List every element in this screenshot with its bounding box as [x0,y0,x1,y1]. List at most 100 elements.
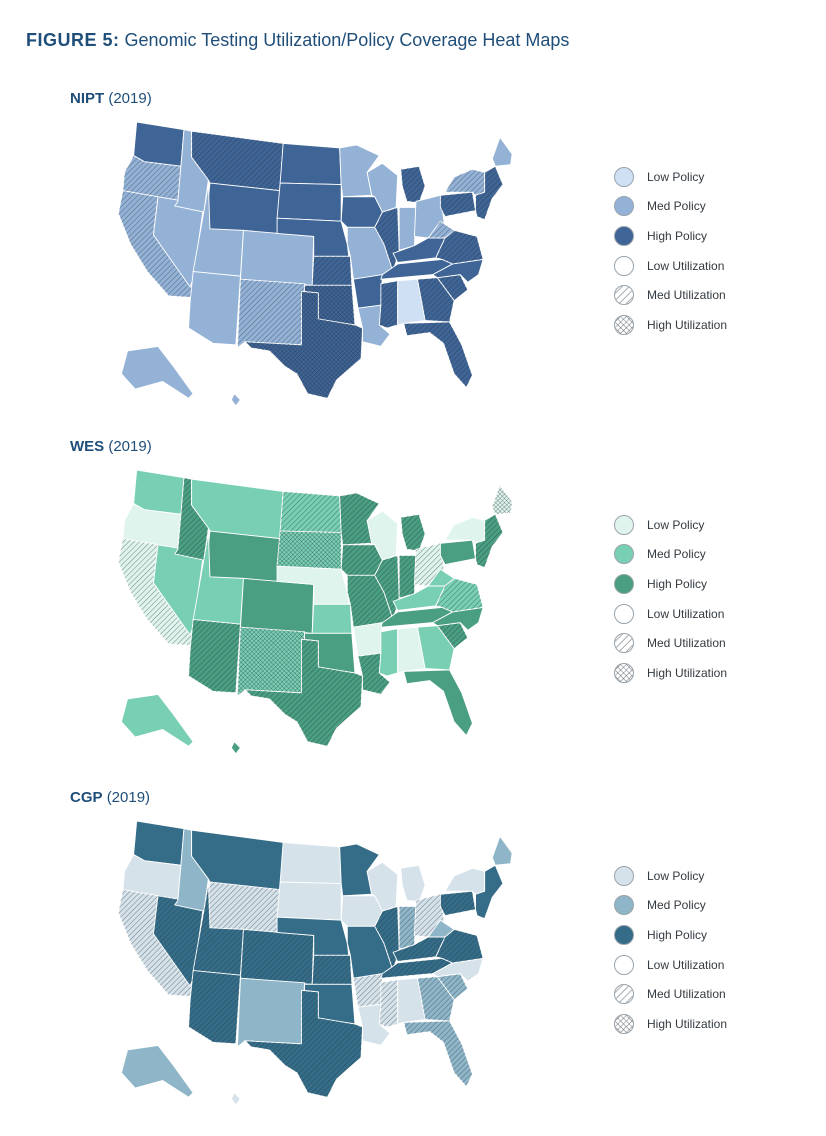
state-utilization-pattern [435,578,484,612]
state-mi[interactable] [400,165,426,204]
state-ny[interactable] [444,516,486,544]
legend-item: Low Utilization [614,599,727,629]
state-sd[interactable] [276,182,342,222]
state-ms[interactable] [378,280,399,329]
state-fl[interactable] [403,669,473,737]
state-or[interactable] [122,154,182,202]
state-al[interactable] [397,278,426,326]
state-utilization-pattern [240,929,314,985]
state-va[interactable] [435,229,484,265]
legend-swatch [614,954,634,975]
state-hi[interactable] [214,381,242,407]
state-hi[interactable] [214,729,242,755]
state-ms[interactable] [378,628,399,677]
legend-swatch [614,514,634,535]
state-utilization-pattern [440,192,476,217]
state-nm[interactable] [236,977,306,1048]
state-fl[interactable] [403,321,473,389]
state-me[interactable] [491,136,513,167]
state-ak[interactable] [120,345,194,399]
state-co[interactable] [239,928,315,985]
state-ks[interactable] [311,954,353,985]
state-ks[interactable] [311,603,353,634]
legend-swatch [614,196,634,217]
state-fl[interactable] [403,1020,473,1088]
state-ia[interactable] [340,544,383,576]
state-fill [311,603,353,634]
legend-item: High Utilization [614,658,727,688]
state-al[interactable] [397,626,426,674]
state-pa[interactable] [439,539,477,566]
state-il[interactable] [374,905,400,973]
state-pa[interactable] [439,890,477,917]
state-in[interactable] [398,906,417,950]
legend-swatch [614,603,634,624]
state-ar[interactable] [352,973,383,1008]
state-utilization-pattern [277,531,342,570]
state-ak[interactable] [120,693,194,747]
state-in[interactable] [398,555,417,599]
state-me[interactable] [491,484,513,515]
legend-swatch [614,225,634,246]
state-co[interactable] [239,229,315,286]
state-va[interactable] [435,577,484,613]
legend-item: Low Utilization [614,950,727,980]
state-nm[interactable] [236,626,306,697]
state-utilization-pattern [118,538,198,646]
legend-item: Med Policy [614,540,727,570]
state-ny[interactable] [444,168,486,196]
state-ar[interactable] [352,274,383,309]
state-wv[interactable] [427,220,455,239]
state-in[interactable] [398,207,417,251]
state-ny[interactable] [444,867,486,895]
state-mi[interactable] [400,513,426,552]
state-wv[interactable] [427,568,455,587]
state-sc[interactable] [436,622,469,650]
state-ne_reg[interactable] [475,513,504,569]
legend-item: Low Policy [614,162,727,192]
state-ms[interactable] [378,979,399,1028]
state-ne_reg[interactable] [475,864,504,920]
state-tx[interactable] [243,638,364,747]
state-az[interactable] [188,271,241,346]
state-co[interactable] [239,577,315,634]
state-ks[interactable] [311,255,353,286]
state-mt[interactable] [191,130,284,192]
state-ia[interactable] [340,895,383,927]
map-title: CGP (2019) [70,789,150,806]
state-il[interactable] [374,554,400,622]
state-me[interactable] [491,835,513,866]
legend-swatch [614,662,634,683]
state-nd[interactable] [279,142,342,186]
state-ne_reg[interactable] [475,165,504,221]
state-nd[interactable] [279,490,342,534]
state-sd[interactable] [276,881,342,921]
state-az[interactable] [188,970,241,1045]
state-mi[interactable] [400,864,426,903]
state-sc[interactable] [436,274,469,302]
state-pa[interactable] [439,191,477,218]
legend-item: High Policy [614,920,727,950]
state-tx[interactable] [243,989,364,1098]
state-wy[interactable] [204,530,281,585]
state-va[interactable] [435,928,484,964]
state-utilization-pattern [118,889,198,997]
state-ky[interactable] [392,936,446,962]
state-hi[interactable] [214,1080,242,1106]
state-tx[interactable] [243,290,364,399]
state-al[interactable] [397,977,426,1025]
us-map [117,122,513,407]
state-tn[interactable] [380,957,454,979]
state-nd[interactable] [279,841,342,885]
state-az[interactable] [188,619,241,694]
state-ak[interactable] [120,1044,194,1098]
state-ia[interactable] [340,196,383,228]
state-wv[interactable] [427,919,455,938]
state-wy[interactable] [204,182,281,237]
figure-label: FIGURE 5: [26,30,120,50]
state-sd[interactable] [276,530,342,570]
state-wy[interactable] [204,881,281,936]
legend-label: High Utilization [647,317,728,332]
state-ar[interactable] [352,622,383,657]
state-nm[interactable] [236,278,306,349]
